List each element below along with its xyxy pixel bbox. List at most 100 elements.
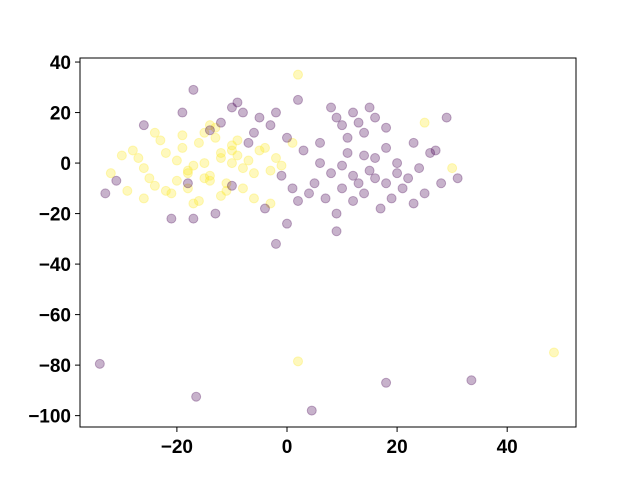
point [359, 127, 370, 138]
point [414, 163, 425, 174]
point [191, 391, 202, 402]
y-tick-label: −80 [39, 356, 71, 377]
point [452, 173, 463, 184]
point [265, 165, 276, 176]
point [149, 180, 160, 191]
axes-frame [79, 57, 577, 428]
point [138, 120, 149, 131]
point [199, 158, 210, 169]
point [364, 102, 375, 113]
point [226, 145, 237, 156]
point [359, 188, 370, 199]
x-tick-label: 40 [497, 437, 518, 458]
point [226, 158, 237, 169]
point [392, 168, 403, 179]
point [270, 238, 281, 249]
point [215, 153, 226, 164]
point [381, 178, 392, 189]
point [199, 173, 210, 184]
point [306, 405, 317, 416]
point [116, 150, 127, 161]
point [386, 193, 397, 204]
point [226, 102, 237, 113]
point [237, 183, 248, 194]
point [193, 195, 204, 206]
point [122, 185, 133, 196]
point [105, 168, 116, 179]
point [166, 213, 177, 224]
point [466, 375, 477, 386]
point [326, 168, 337, 179]
point [243, 155, 254, 166]
point [337, 183, 348, 194]
point [276, 160, 287, 171]
point [436, 178, 447, 189]
point [408, 137, 419, 148]
point [353, 178, 364, 189]
point [315, 137, 326, 148]
point [381, 377, 392, 388]
point [226, 180, 237, 191]
point [204, 120, 215, 131]
points [94, 69, 559, 416]
point [182, 183, 193, 194]
point [364, 165, 375, 176]
point [254, 145, 265, 156]
point [281, 218, 292, 229]
point [210, 208, 221, 219]
point [381, 122, 392, 133]
point [215, 117, 226, 128]
point [265, 198, 276, 209]
point [204, 175, 215, 186]
y-tick-label: −20 [39, 205, 71, 226]
point [430, 145, 441, 156]
point [243, 137, 254, 148]
point [111, 175, 122, 186]
x-tick-label: 0 [282, 437, 293, 458]
point [215, 190, 226, 201]
point [144, 173, 155, 184]
point [331, 208, 342, 219]
point [359, 150, 370, 161]
point [204, 125, 215, 136]
point [276, 170, 287, 181]
point [392, 158, 403, 169]
point [270, 153, 281, 164]
point [292, 94, 303, 105]
point [315, 158, 326, 169]
point [232, 97, 243, 108]
point [232, 150, 243, 161]
point [348, 107, 359, 118]
point [199, 127, 210, 138]
point [298, 145, 309, 156]
point [182, 178, 193, 189]
point [232, 135, 243, 146]
point [127, 145, 138, 156]
point [348, 170, 359, 181]
point [171, 175, 182, 186]
point [447, 163, 458, 174]
point [226, 140, 237, 151]
point [304, 188, 315, 199]
point [408, 198, 419, 209]
point [348, 195, 359, 206]
y-tick-label: −100 [28, 407, 71, 428]
y-tick-label: −60 [39, 306, 71, 327]
point [320, 193, 331, 204]
point [221, 178, 232, 189]
point [370, 112, 381, 123]
point [210, 122, 221, 133]
point [403, 173, 414, 184]
y-tick-label: 20 [50, 104, 71, 125]
point [370, 153, 381, 164]
point [171, 155, 182, 166]
point [331, 112, 342, 123]
point [160, 147, 171, 158]
point [138, 193, 149, 204]
point [309, 178, 320, 189]
point [270, 107, 281, 118]
point [237, 107, 248, 118]
